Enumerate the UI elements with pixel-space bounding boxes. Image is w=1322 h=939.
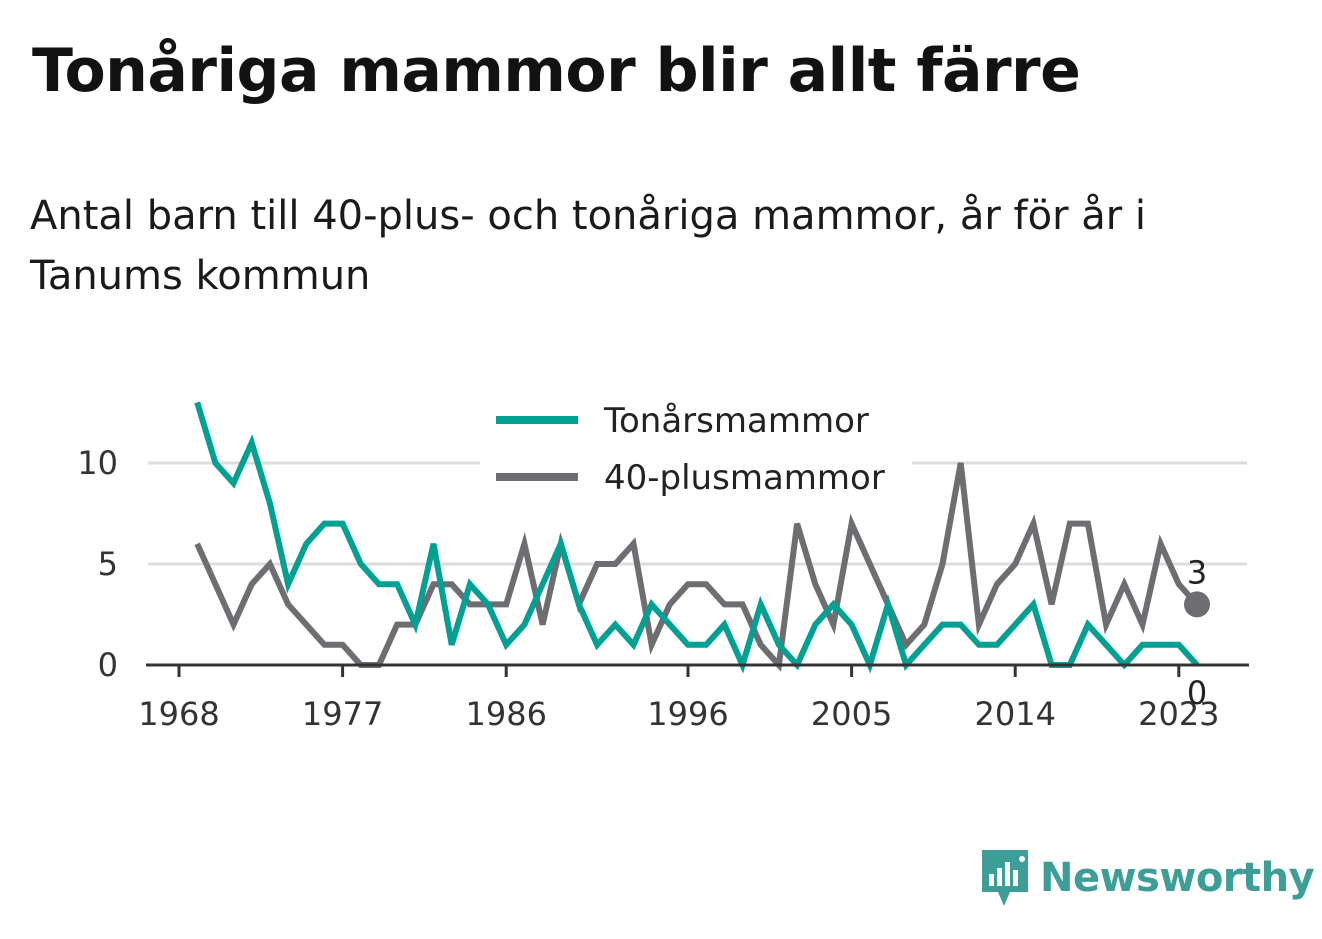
end-value-label-40-plus: 3	[1187, 553, 1207, 591]
x-tick-label: 1968	[138, 695, 219, 733]
legend-label: Tonårsmammor	[603, 401, 869, 441]
x-tick-label: 1996	[647, 695, 728, 733]
legend-background	[480, 393, 912, 505]
newsworthy-logo: Newsworthy	[980, 848, 1315, 908]
y-tick-label: 0	[98, 646, 118, 684]
x-tick-label: 2014	[974, 695, 1055, 733]
bar-chart-logo-icon	[982, 850, 1028, 906]
series-line-tonarsmammor	[194, 401, 1200, 674]
x-tick-label: 2005	[811, 695, 892, 733]
logo-text: Newsworthy	[1040, 855, 1315, 901]
end-value-label-tonars: 0	[1187, 674, 1207, 712]
legend-label: 40-plusmammor	[604, 458, 885, 498]
x-axis: 0 5 10 1968 1977 1986 1996 2005 2014 2023	[77, 444, 1249, 733]
chart-subtitle: Antal barn till 40-plus- och tonåriga ma…	[30, 193, 1147, 299]
x-tick-label: 2023	[1138, 695, 1219, 733]
end-labels: 30	[1184, 553, 1210, 712]
y-tick-label: 5	[98, 545, 118, 583]
x-tick-label: 1986	[465, 695, 546, 733]
y-tick-label: 10	[77, 444, 118, 482]
legend: Tonårsmammor 40-plusmammor	[480, 393, 912, 505]
x-tick-label: 1977	[302, 695, 383, 733]
end-point-marker	[1184, 591, 1210, 618]
chart-title: Tonåriga mammor blir allt färre	[32, 36, 1081, 106]
